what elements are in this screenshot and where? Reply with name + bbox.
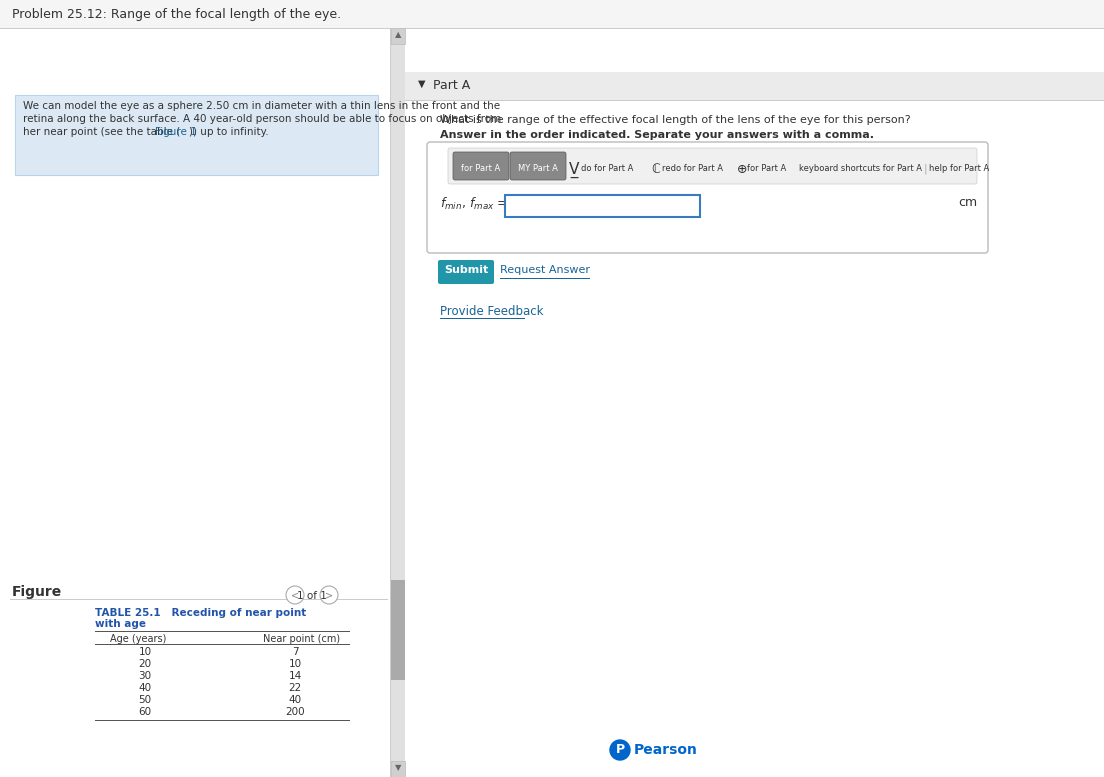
Text: ⊕: ⊕ xyxy=(737,163,747,176)
Text: <: < xyxy=(291,591,299,601)
Text: 7: 7 xyxy=(291,647,298,657)
Text: TABLE 25.1   Receding of near point: TABLE 25.1 Receding of near point xyxy=(95,608,306,618)
Bar xyxy=(391,761,405,777)
Text: Provide Feedback: Provide Feedback xyxy=(440,305,543,318)
Text: |: | xyxy=(924,164,927,175)
Text: ▼: ▼ xyxy=(418,79,425,89)
Text: Problem 25.12: Range of the focal length of the eye.: Problem 25.12: Range of the focal length… xyxy=(12,8,341,21)
Bar xyxy=(95,631,350,632)
Text: 50: 50 xyxy=(138,695,151,705)
Text: Age (years): Age (years) xyxy=(110,634,167,644)
Circle shape xyxy=(286,586,304,604)
FancyBboxPatch shape xyxy=(448,148,977,184)
Text: 14: 14 xyxy=(288,671,301,681)
FancyBboxPatch shape xyxy=(438,260,493,284)
Text: for Part A: for Part A xyxy=(461,164,500,173)
Text: help for Part A: help for Part A xyxy=(928,164,989,173)
Text: ▲: ▲ xyxy=(395,30,401,39)
Text: ℂ: ℂ xyxy=(651,163,660,176)
Text: Near point (cm): Near point (cm) xyxy=(263,634,340,644)
Text: Part A: Part A xyxy=(433,79,470,92)
Bar xyxy=(95,644,350,645)
Text: do for Part A: do for Part A xyxy=(581,164,634,173)
Bar xyxy=(15,95,378,175)
Text: 40: 40 xyxy=(138,683,151,693)
Text: V̲: V̲ xyxy=(569,162,580,178)
Text: MY Part A: MY Part A xyxy=(518,164,558,173)
Text: What is the range of the effective focal length of the lens of the eye for this : What is the range of the effective focal… xyxy=(440,115,911,125)
Bar xyxy=(405,100,1104,101)
Bar xyxy=(500,278,590,279)
Text: 20: 20 xyxy=(138,659,151,669)
Bar xyxy=(0,0,1104,28)
Bar xyxy=(505,195,700,217)
Circle shape xyxy=(611,740,630,760)
Bar xyxy=(0,28,1104,29)
Text: Figure: Figure xyxy=(12,585,62,599)
FancyBboxPatch shape xyxy=(453,152,509,180)
Text: >: > xyxy=(325,591,333,601)
FancyBboxPatch shape xyxy=(427,142,988,253)
FancyBboxPatch shape xyxy=(510,152,566,180)
Text: ▼: ▼ xyxy=(395,763,401,772)
Text: redo for Part A: redo for Part A xyxy=(662,164,723,173)
Bar xyxy=(391,28,405,44)
Bar xyxy=(391,28,405,777)
Circle shape xyxy=(320,586,338,604)
Text: 22: 22 xyxy=(288,683,301,693)
Text: 60: 60 xyxy=(138,707,151,717)
Text: her near point (see the table (: her near point (see the table ( xyxy=(23,127,180,137)
Bar xyxy=(391,580,405,680)
Text: 10: 10 xyxy=(288,659,301,669)
Text: retina along the back surface. A 40 year-old person should be able to focus on o: retina along the back surface. A 40 year… xyxy=(23,114,501,124)
Text: 200: 200 xyxy=(285,707,305,717)
Text: P: P xyxy=(615,743,625,756)
Text: 40: 40 xyxy=(288,695,301,705)
Text: keyboard shortcuts for Part A: keyboard shortcuts for Part A xyxy=(799,164,922,173)
Bar xyxy=(440,318,526,319)
Bar xyxy=(95,720,350,721)
Text: Pearson: Pearson xyxy=(634,743,698,757)
Text: for Part A: for Part A xyxy=(747,164,786,173)
Text: cm: cm xyxy=(958,196,977,209)
Text: 1 of 1: 1 of 1 xyxy=(297,591,327,601)
Text: )) up to infinity.: )) up to infinity. xyxy=(189,127,268,137)
Text: Answer in the order indicated. Separate your answers with a comma.: Answer in the order indicated. Separate … xyxy=(440,130,874,140)
Text: Figure 1: Figure 1 xyxy=(155,127,197,137)
Text: $f_{min}$, $f_{max}$ =: $f_{min}$, $f_{max}$ = xyxy=(440,196,508,212)
Text: 10: 10 xyxy=(138,647,151,657)
Bar xyxy=(10,599,388,600)
Bar xyxy=(405,72,1104,100)
Text: 30: 30 xyxy=(138,671,151,681)
Text: Request Answer: Request Answer xyxy=(500,265,590,275)
Text: We can model the eye as a sphere 2.50 cm in diameter with a thin lens in the fro: We can model the eye as a sphere 2.50 cm… xyxy=(23,101,500,111)
Text: Submit: Submit xyxy=(444,265,488,275)
Text: with age: with age xyxy=(95,619,146,629)
